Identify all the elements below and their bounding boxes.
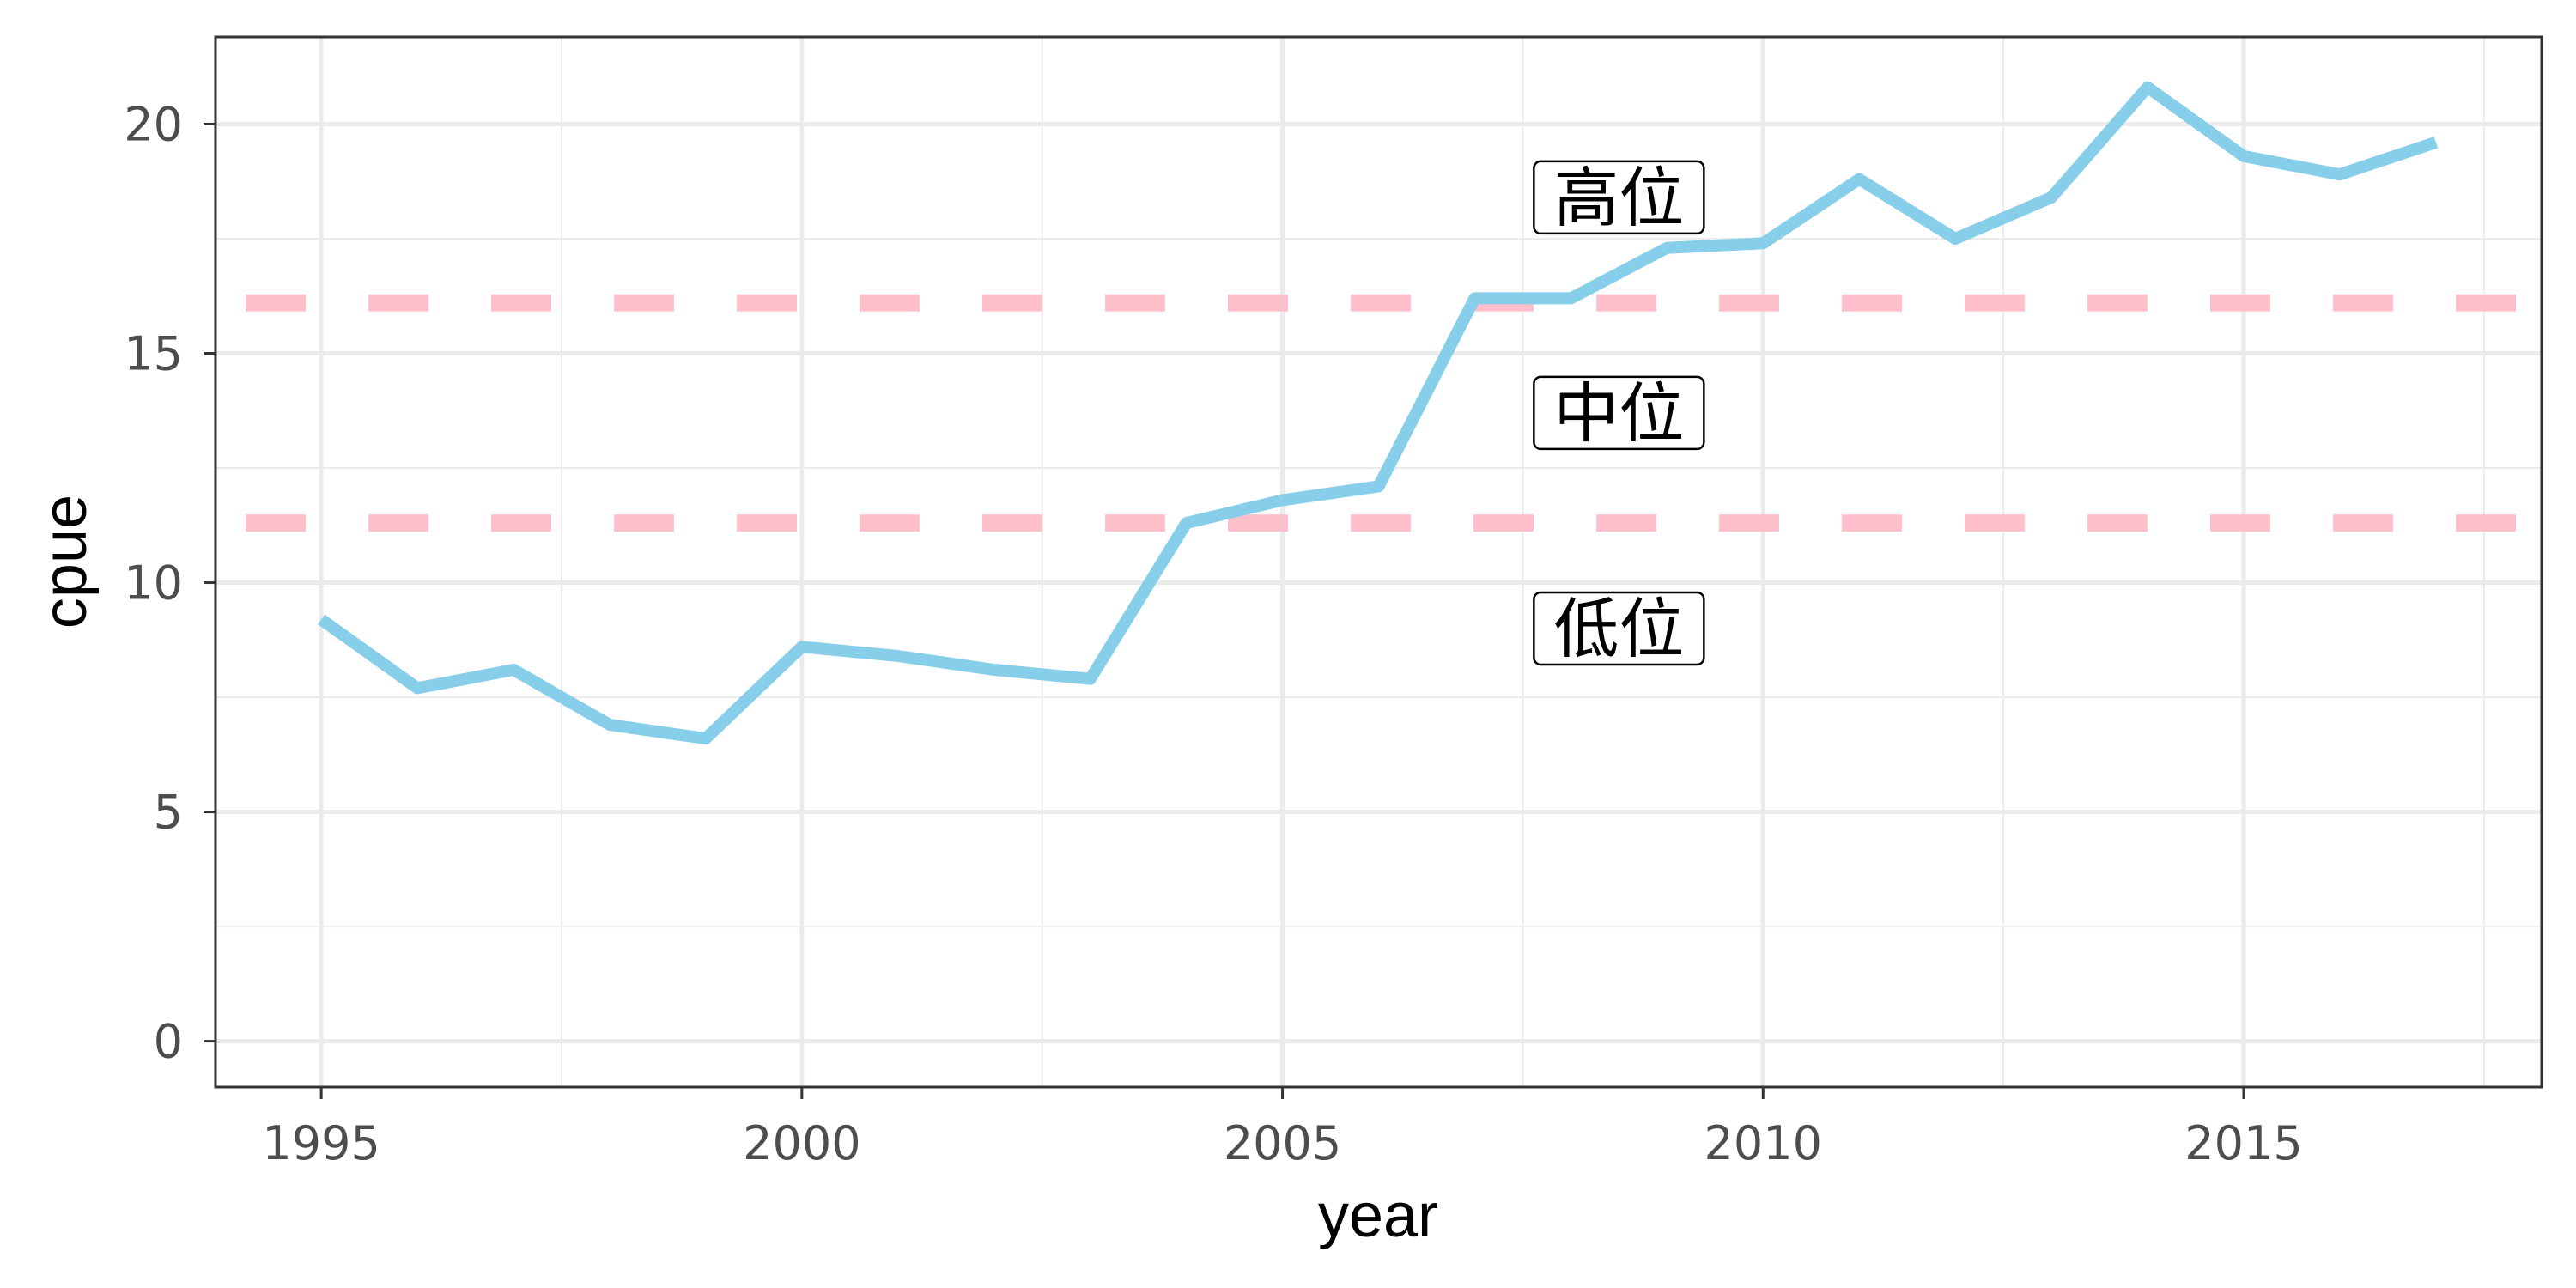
y-tick-label: 20 [124, 97, 183, 151]
threshold-lines [216, 294, 2542, 532]
x-tick-label: 2010 [1704, 1116, 1822, 1170]
y-tick-label: 10 [124, 556, 183, 611]
grid [216, 37, 2542, 1087]
x-tick-label: 2005 [1224, 1116, 1341, 1170]
tier-annotation: 低位 [1533, 591, 1705, 667]
annotation-box [1533, 160, 1705, 235]
series-line [318, 81, 2439, 745]
annotation-label: 中位 [1553, 375, 1684, 452]
y-tick-label: 5 [154, 786, 183, 840]
x-tick-label: 1995 [262, 1116, 380, 1170]
annotation-label: 低位 [1553, 591, 1684, 667]
axis-ticks: 1995 2000 2005 2010 2015 0 5 10 15 20 [124, 97, 2302, 1170]
series-lines [318, 81, 2439, 745]
y-tick-label: 15 [124, 327, 183, 381]
annotation-box [1533, 591, 1705, 666]
y-tick-label: 0 [154, 1015, 183, 1069]
x-tick-label: 2000 [743, 1116, 860, 1170]
annotation-label: 高位 [1553, 160, 1684, 236]
y-axis-title: cpue [31, 495, 100, 629]
annotation-box [1533, 375, 1705, 451]
x-tick-label: 2015 [2184, 1116, 2302, 1170]
plot-panel-border [214, 35, 2543, 1089]
tier-annotation: 高位 [1533, 160, 1705, 236]
x-axis-title: year [1318, 1182, 1438, 1250]
tier-annotation: 中位 [1533, 375, 1705, 452]
